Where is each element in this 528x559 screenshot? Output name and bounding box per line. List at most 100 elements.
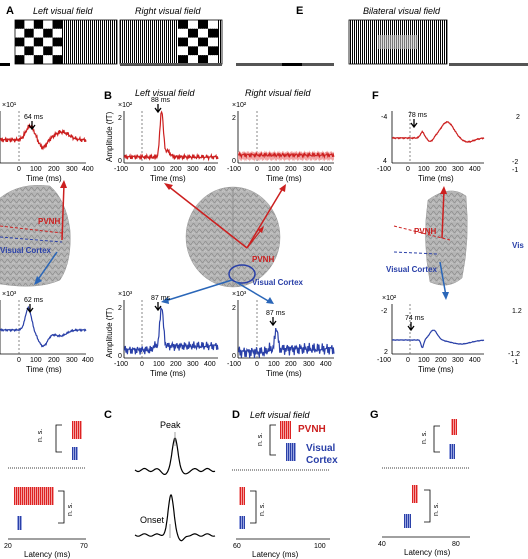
- svg-text:-100: -100: [377, 357, 391, 364]
- svg-text:×10³: ×10³: [232, 291, 247, 298]
- checker-square: [178, 37, 188, 47]
- svg-text:100: 100: [268, 166, 280, 173]
- svg-text:200: 200: [435, 166, 447, 173]
- svg-text:-2: -2: [381, 308, 387, 315]
- svg-text:-1: -1: [512, 167, 518, 174]
- legend-visual-cortex-2: Cortex: [306, 455, 338, 466]
- svg-text:×10²: ×10²: [118, 102, 133, 109]
- svg-text:200: 200: [170, 361, 182, 368]
- panelB-top-right-plot: ×10² 2 0 -100 0 100 200 300 400 Time (ms…: [227, 102, 335, 183]
- checker-square: [178, 28, 188, 38]
- svg-text:87 ms: 87 ms: [266, 310, 286, 317]
- visual-cortex-label-a: Visual Cortex: [0, 246, 52, 255]
- panel-letter-c: C: [104, 409, 112, 421]
- svg-text:88 ms: 88 ms: [151, 97, 171, 104]
- panelG-latency: n. s. n. s. 40 80 Latency (ms): [378, 419, 470, 557]
- svg-text:0: 0: [255, 361, 259, 368]
- panelB-right-title: Right visual field: [245, 88, 312, 98]
- svg-text:-100: -100: [227, 166, 241, 173]
- panelF-brain: PVNH Visual Cortex: [386, 186, 468, 300]
- svg-text:2: 2: [232, 305, 236, 312]
- svg-text:100: 100: [30, 357, 42, 364]
- checker-square: [24, 55, 34, 64]
- checker-square: [52, 37, 62, 47]
- svg-text:4: 4: [383, 158, 387, 165]
- checker-square: [188, 37, 198, 47]
- svg-text:Amplitude (fT): Amplitude (fT): [105, 307, 114, 358]
- svg-text:1.2: 1.2: [512, 308, 522, 315]
- svg-text:-1: -1: [512, 359, 518, 366]
- checker-square: [188, 20, 198, 29]
- pvnh-arrow: [61, 183, 65, 241]
- svg-text:200: 200: [48, 357, 60, 364]
- checker-square: [178, 46, 188, 56]
- svg-text:0: 0: [140, 166, 144, 173]
- svg-text:Time (ms): Time (ms): [150, 174, 186, 183]
- panelA-bottom-waveform: ×10³ 62 ms 0 100 200 300 400 Time (ms): [0, 291, 94, 374]
- svg-text:300: 300: [187, 166, 199, 173]
- svg-text:300: 300: [303, 361, 315, 368]
- checker-square: [52, 20, 62, 29]
- svg-text:400: 400: [320, 166, 332, 173]
- checker-square: [43, 28, 53, 38]
- checker-square: [43, 37, 53, 47]
- checker-square: [198, 46, 208, 56]
- svg-text:2: 2: [118, 305, 122, 312]
- checker-square: [33, 46, 44, 56]
- checker-square: [208, 37, 218, 47]
- svg-text:300: 300: [303, 166, 315, 173]
- svg-text:200: 200: [285, 361, 297, 368]
- panelB-bottom-left-plot: ×10³ 2 0 87 ms -100 0 100 200 300 400 Ti…: [105, 291, 219, 378]
- svg-text:-2: -2: [512, 159, 518, 166]
- checker-square: [188, 46, 198, 56]
- svg-text:300: 300: [452, 166, 464, 173]
- checker-square: [188, 28, 198, 38]
- panelD-latency: Left visual field n. s. PVNH Visual Cort…: [232, 410, 338, 559]
- checker-square: [33, 28, 44, 38]
- stimulus-trigger-bilateral: [449, 63, 528, 66]
- checker-square: [208, 55, 218, 64]
- checker-square: [178, 20, 188, 29]
- panel-letter-g: G: [370, 409, 379, 421]
- svg-text:300: 300: [452, 357, 464, 364]
- x-axis-label: Time (ms): [26, 174, 62, 183]
- panel-letter-f: F: [372, 90, 379, 102]
- checker-square: [24, 37, 34, 47]
- svg-text:Latency (ms): Latency (ms): [24, 550, 71, 559]
- panel-letter-e: E: [296, 5, 303, 17]
- pvnh-label-f: PVNH: [414, 227, 436, 236]
- pvnh-label-a: PVNH: [38, 217, 60, 226]
- svg-text:×10³: ×10³: [118, 291, 133, 298]
- legend-pvnh: PVNH: [298, 424, 326, 435]
- checker-square: [24, 20, 34, 29]
- legend-visual-cortex-1: Visual: [306, 443, 335, 454]
- svg-text:74 ms: 74 ms: [405, 315, 425, 322]
- checker-square: [52, 55, 62, 64]
- svg-text:100: 100: [314, 543, 326, 550]
- svg-text:40: 40: [378, 541, 386, 548]
- svg-text:70: 70: [80, 543, 88, 550]
- svg-text:n. s.: n. s.: [37, 429, 44, 442]
- svg-text:87 ms: 87 ms: [151, 295, 171, 302]
- svg-text:-100: -100: [377, 166, 391, 173]
- svg-text:-100: -100: [227, 361, 241, 368]
- svg-text:-1.2: -1.2: [508, 351, 520, 358]
- svg-text:×10²: ×10²: [382, 295, 397, 302]
- checker-square: [208, 28, 218, 38]
- latency-bar-pvnh: [72, 421, 82, 439]
- panelA-scale-top: ×10¹: [2, 102, 17, 109]
- svg-text:0: 0: [255, 166, 259, 173]
- svg-text:2: 2: [118, 115, 122, 122]
- peak-label: Peak: [160, 420, 181, 430]
- svg-text:n. s.: n. s.: [67, 503, 74, 516]
- svg-text:60: 60: [233, 543, 241, 550]
- checker-square: [178, 55, 188, 64]
- svg-text:Time (ms): Time (ms): [26, 365, 62, 374]
- checker-square: [198, 55, 208, 64]
- svg-text:20: 20: [4, 543, 12, 550]
- checker-square: [15, 37, 25, 47]
- svg-text:2: 2: [516, 114, 520, 121]
- svg-text:400: 400: [320, 361, 332, 368]
- y-axis-label: Amplitude (fT): [105, 111, 114, 162]
- checker-square: [15, 46, 25, 56]
